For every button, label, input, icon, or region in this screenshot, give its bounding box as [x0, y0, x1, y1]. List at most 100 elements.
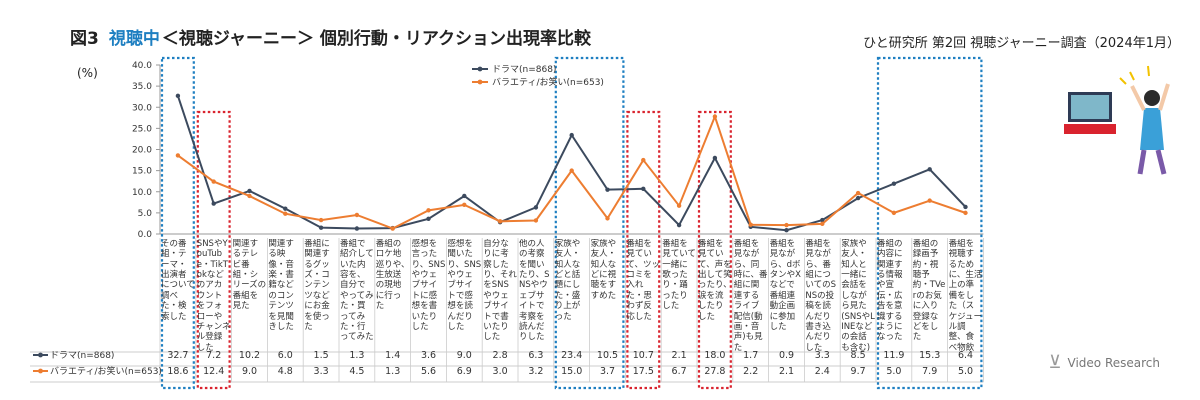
data-point — [462, 193, 467, 199]
table-cell-value: 3.6 — [421, 350, 436, 361]
highlight-box-blue — [554, 56, 625, 390]
legend-marker — [477, 66, 483, 72]
data-point — [891, 210, 897, 216]
data-point — [927, 198, 932, 203]
category-label-text: 番組を見ていて、声を出して笑ったり、涙を流したりした — [698, 239, 732, 322]
data-point — [605, 187, 610, 192]
category-label: その番組・テーマ・出演者について調べた・検索した — [161, 239, 195, 322]
category-label-text: 自分なりに考察したり、それをSNSやウェブサイトで書いたりした — [483, 239, 517, 343]
legend-label: バラエティ/お笑い(n=653) — [492, 76, 604, 88]
category-label-text: 番組を見ながら、dボタンやXなどで番組連動企画に参加した — [769, 239, 801, 332]
category-label: 番組を見ながら、番組についてのSNSの投稿を読んだり書き込んだりした — [805, 239, 836, 351]
data-point — [855, 190, 861, 196]
y-tick-label: 25.0 — [132, 124, 152, 134]
table-cell-value: 5.0 — [886, 366, 901, 377]
table-cell-value: 10.7 — [633, 350, 654, 361]
data-point — [354, 226, 360, 231]
data-point — [211, 179, 216, 184]
y-tick-label: 0.0 — [138, 230, 153, 240]
table-cell-value: 7.2 — [206, 350, 221, 361]
category-label: 番組で紹介していた内容を、自分でやってみた・買ってみた・行ってみた — [340, 239, 374, 343]
y-tick-label: 15.0 — [132, 167, 152, 177]
category-label: 家族や友人・知人などと話題にした・盛り上がった — [555, 239, 581, 322]
data-point — [462, 202, 467, 208]
y-tick-label: 30.0 — [132, 103, 152, 113]
category-label-text: その番組・テーマ・出演者について調べた・検索した — [161, 239, 195, 322]
category-label: 他の人の考察を聞いたり、SNSやウェブサイトで考察を読んだりした — [519, 239, 550, 343]
data-point — [784, 222, 789, 228]
data-point — [676, 203, 682, 208]
table-cell-value: 10.2 — [239, 350, 260, 361]
data-point — [569, 168, 574, 173]
table-cell-value: 9.0 — [242, 366, 257, 377]
category-label-text: 番組の録画予約・視聴予約・TVerのお気に入り登録などをした — [912, 239, 946, 343]
category-label-text: 感想を言ったり、SNSやウェブサイトに感想を書いたりした — [411, 239, 446, 332]
table-cell-value: 17.5 — [633, 366, 654, 377]
table-cell-value: 2.8 — [493, 350, 508, 361]
highlight-box-red — [697, 110, 732, 390]
data-point — [605, 216, 610, 221]
row-legend-marker — [38, 352, 43, 358]
table-cell-value: 1.3 — [385, 366, 400, 377]
logo-text: Video Research — [1067, 355, 1160, 370]
y-axis-unit: (%) — [77, 66, 98, 80]
data-point — [963, 210, 968, 216]
table-cell-value: 2.4 — [815, 366, 830, 377]
data-point — [426, 216, 431, 221]
legend-label: ドラマ(n=868) — [492, 64, 556, 75]
data-point — [318, 225, 324, 230]
category-label-text: 他の人の考察を聞いたり、SNSやウェブサイトで考察を読んだりした — [519, 239, 550, 343]
table-cell-value: 1.5 — [314, 350, 329, 361]
data-point — [318, 217, 324, 223]
data-point — [855, 195, 861, 201]
data-point — [497, 219, 503, 224]
category-label: 感想を聞いたり、SNSやウェブサイトで感想を読んだりした — [447, 239, 481, 332]
category-label: 番組を見ながら、dボタンやXなどで番組連動企画に参加した — [769, 239, 801, 332]
data-point — [891, 181, 897, 186]
table-cell-value: 3.3 — [314, 366, 329, 377]
y-tick-label: 10.0 — [132, 188, 152, 198]
category-label-text: 家族や友人・知人と一緒に会話をしながら見た(SNSやLINEなどの会話も含む) — [841, 239, 875, 351]
table-cell-value: 2.2 — [743, 366, 758, 377]
table-cell-value: 18.6 — [167, 366, 188, 377]
y-tick-label: 35.0 — [132, 82, 152, 92]
highlight-box-blue — [160, 56, 195, 390]
viewer-illustration — [1064, 65, 1170, 175]
person-arm-right — [1158, 83, 1170, 111]
tv-picture — [1071, 95, 1109, 119]
category-label-text: 番組を見ながら、同時に、番組に関連するライブ配信(動画・音声)も見た — [733, 239, 768, 351]
category-label: 感想を言ったり、SNSやウェブサイトに感想を書いたりした — [411, 239, 446, 332]
table-cell-value: 0.9 — [779, 350, 794, 361]
category-label-text: 関連するテレビ番組・シリーズの番組を見た — [232, 239, 267, 312]
category-label: 番組を見ていて一緒に歌ったり・踊ったりした — [662, 239, 696, 312]
data-point — [283, 206, 288, 211]
category-label-text: 番組で紹介していた内容を、自分でやってみた・買ってみた・行ってみた — [340, 239, 374, 343]
data-point — [641, 157, 646, 163]
table-cell-value: 6.9 — [457, 366, 472, 377]
category-label: 番組の録画予約・視聴予約・TVerのお気に入り登録などをした — [912, 239, 946, 343]
table-cell-value: 7.9 — [922, 366, 937, 377]
table-cell-value: 3.2 — [528, 366, 543, 377]
data-point — [676, 222, 682, 228]
category-label-text: SNSやYouTube・TikTokなどのアカウントをフォローやチャンネル登録し… — [196, 239, 231, 351]
figure-number: 図3 — [70, 29, 99, 49]
category-label-text: 番組のロケ地巡りや、生放送の現地に行った — [375, 239, 410, 312]
legend-marker — [477, 79, 483, 85]
table-cell-value: 6.0 — [278, 350, 293, 361]
data-point — [748, 222, 753, 227]
category-label: 家族や友人・知人などに視聴をすすめた — [591, 239, 617, 301]
category-label: 番組に関連するグッズ・コンテンツなどにお金を使った — [304, 239, 330, 332]
data-point — [641, 186, 646, 191]
category-label-text: 番組の内容に関連する情報や宣伝・広告を意識するようになった — [877, 239, 903, 343]
table-cell-value: 3.7 — [600, 366, 615, 377]
table-cell-value: 23.4 — [561, 350, 582, 361]
table-cell-value: 1.3 — [349, 350, 364, 361]
table-cell-value: 1.7 — [743, 350, 758, 361]
category-label: 番組を見ていて、ツッコミを入れた・思わず反応した — [626, 239, 660, 322]
table-cell-value: 3.0 — [493, 366, 508, 377]
y-tick-label: 20.0 — [132, 146, 152, 156]
table-cell-value: 6.7 — [672, 366, 687, 377]
category-label-text: 番組を見ていて一緒に歌ったり・踊ったりした — [662, 239, 696, 312]
title-text: ＜視聴ジャーニー＞ 個別行動・リアクション出現率比較 — [161, 29, 592, 49]
